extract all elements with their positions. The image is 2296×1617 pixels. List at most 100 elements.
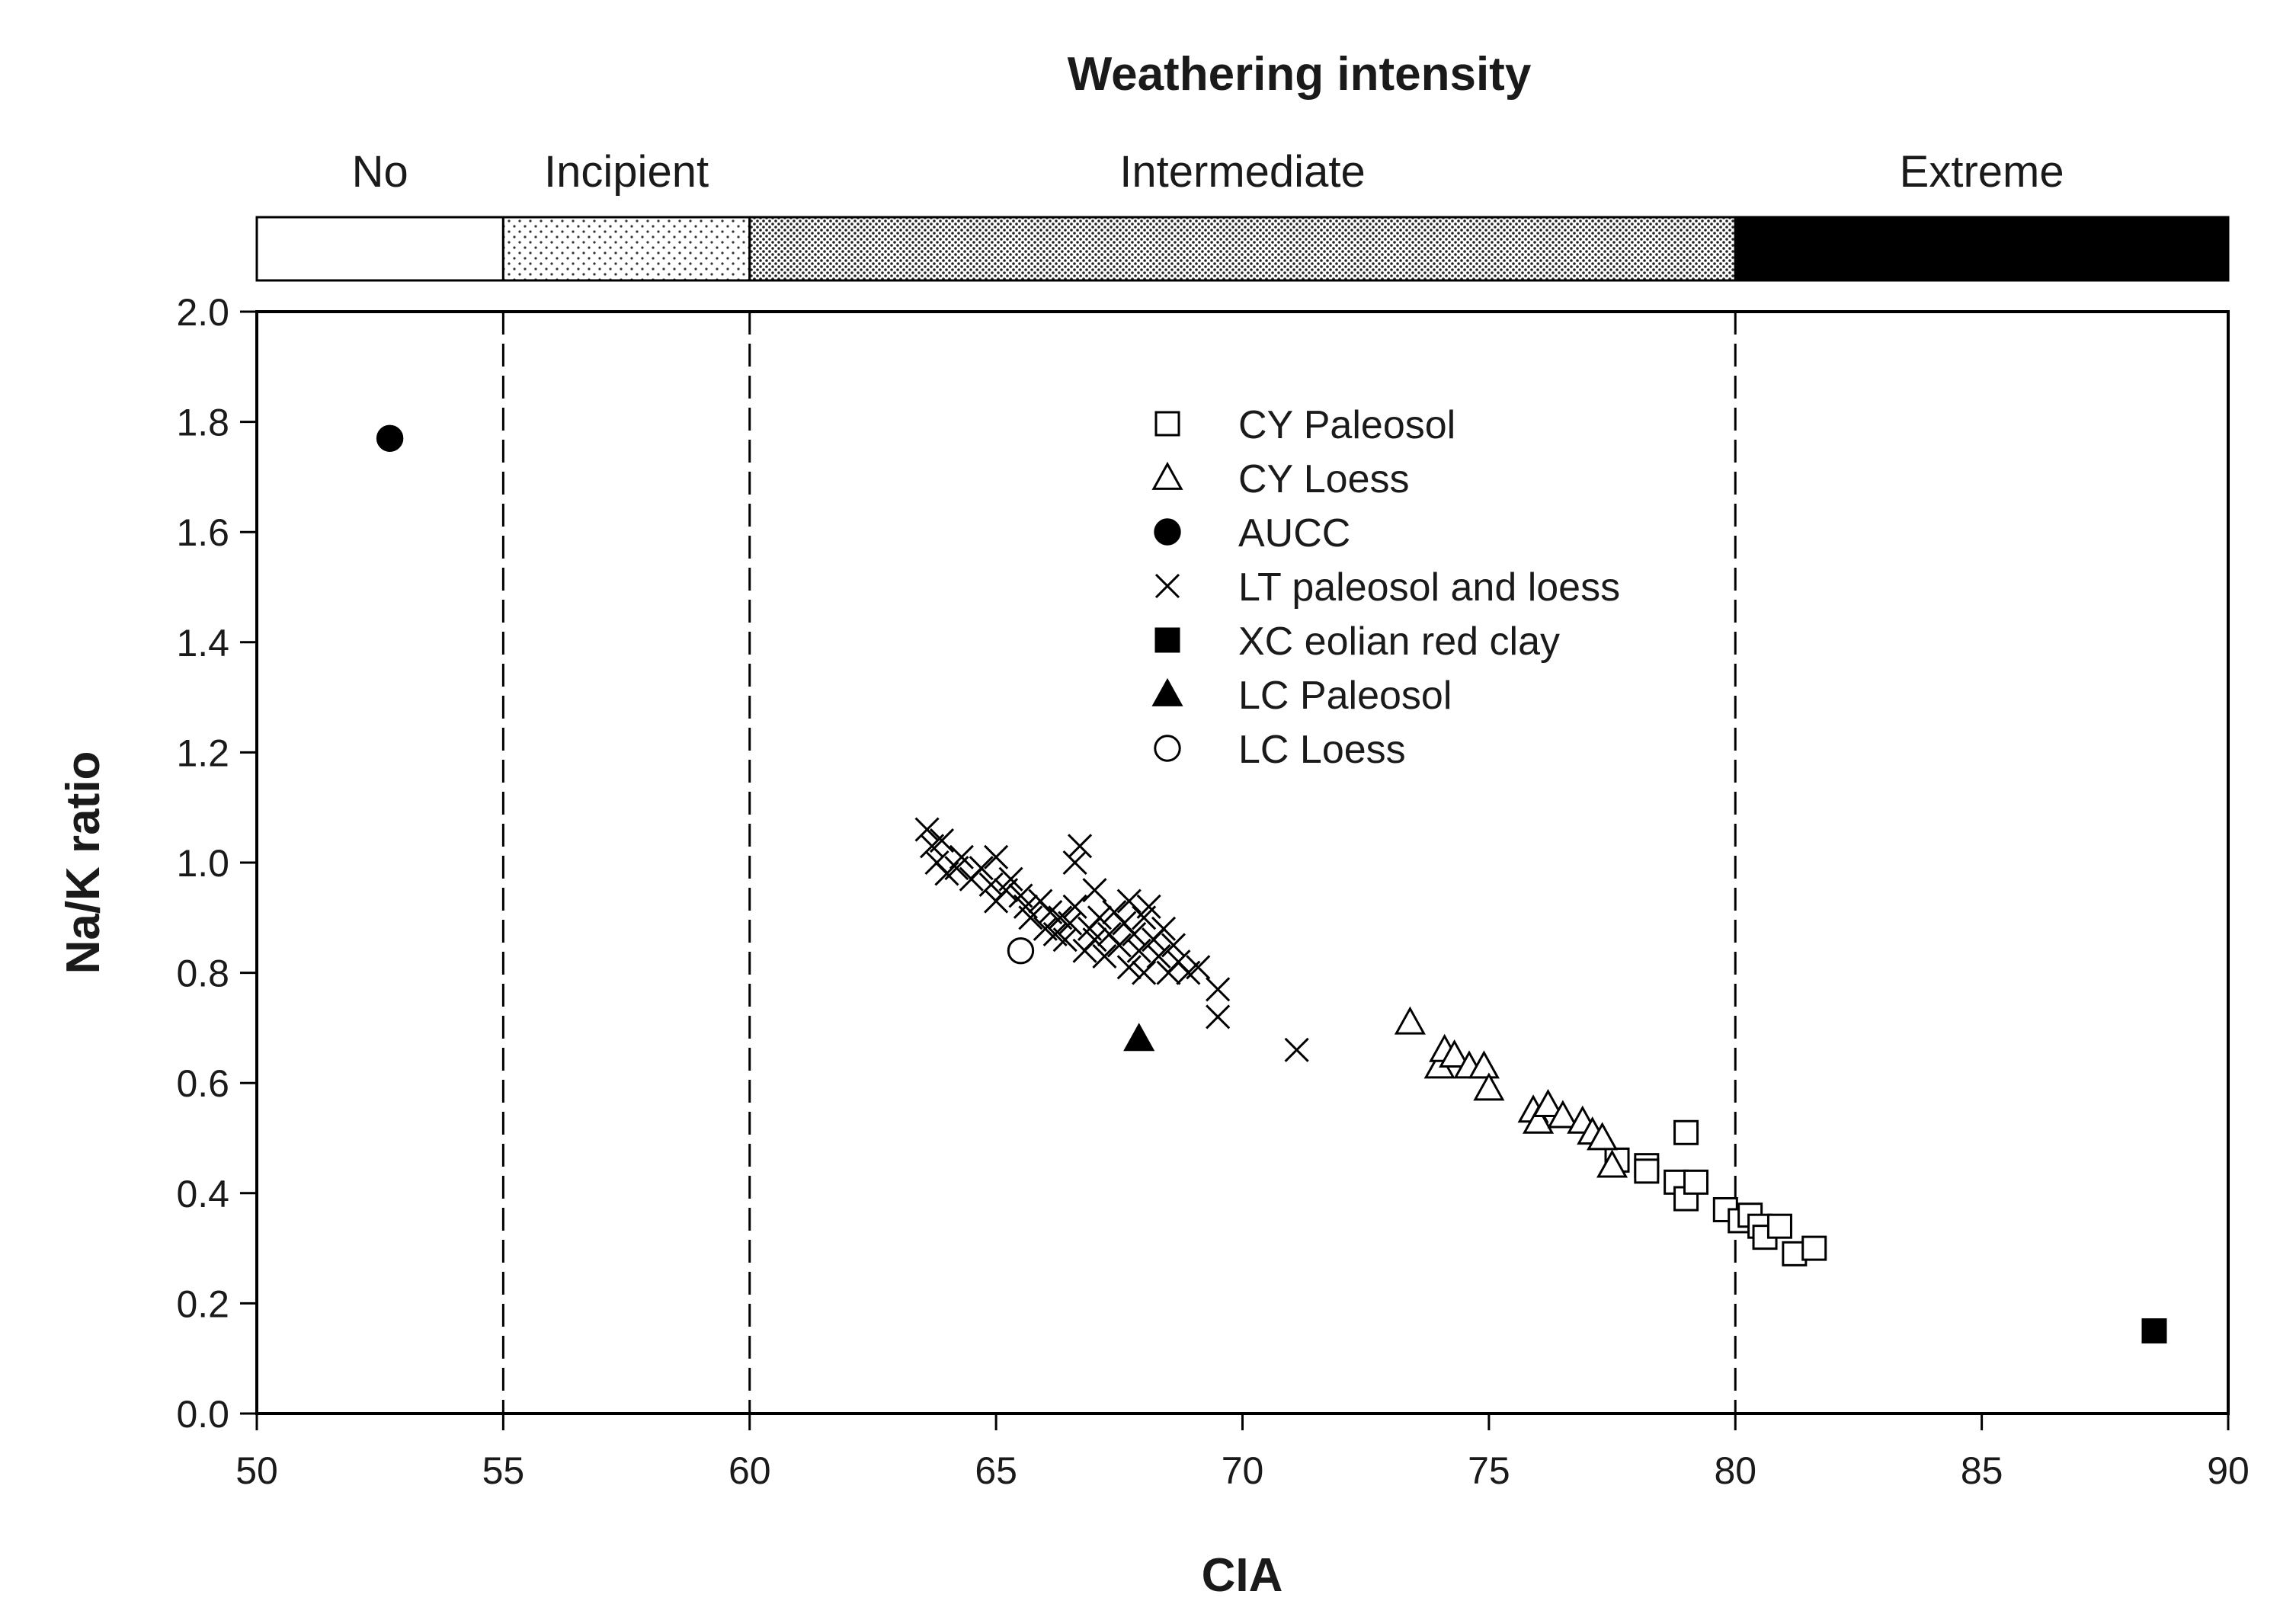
x-tick-label: 70 bbox=[1222, 1449, 1264, 1492]
x-tick-label: 75 bbox=[1468, 1449, 1510, 1492]
data-point bbox=[1018, 905, 1043, 930]
data-point bbox=[1136, 894, 1161, 919]
intensity-zone-bar: No Incipient Intermediate Extreme bbox=[255, 147, 2230, 282]
zone-extreme-label: Extreme bbox=[1900, 147, 2064, 197]
x-tick-label: 55 bbox=[482, 1449, 525, 1492]
data-point bbox=[1132, 960, 1157, 985]
data-point bbox=[1087, 905, 1113, 930]
data-point bbox=[1123, 1023, 1155, 1052]
x-tick-label: 65 bbox=[975, 1449, 1017, 1492]
legend-marker-xc-eolian-red-clay bbox=[1154, 627, 1180, 653]
x-tick-label: 85 bbox=[1961, 1449, 2003, 1492]
legend-label-aucc: AUCC bbox=[1238, 511, 1350, 556]
series-cy-paleosol bbox=[1604, 1119, 1827, 1266]
y-tick-label: 0.8 bbox=[176, 953, 229, 995]
data-point bbox=[1126, 938, 1151, 963]
y-tick-label: 1.0 bbox=[176, 842, 229, 885]
y-tick-label: 0.0 bbox=[176, 1393, 229, 1436]
legend-marker-aucc bbox=[1154, 518, 1181, 546]
data-point bbox=[1801, 1235, 1827, 1261]
data-point bbox=[1122, 921, 1147, 947]
data-point bbox=[1683, 1169, 1709, 1195]
legend-marker-lt-paleosol-and-loess bbox=[1154, 573, 1180, 599]
legend-label-xc-eolian-red-clay: XC eolian red clay bbox=[1238, 620, 1560, 664]
series-lt-paleosol-and-loess bbox=[914, 817, 1309, 1062]
data-point bbox=[1473, 1072, 1505, 1101]
series-xc-eolian-red-clay bbox=[2141, 1318, 2167, 1344]
zone-incipient-label: Incipient bbox=[544, 147, 709, 197]
x-tick-label: 50 bbox=[235, 1449, 278, 1492]
y-tick-label: 1.6 bbox=[176, 511, 229, 554]
data-point bbox=[1151, 916, 1177, 941]
data-point bbox=[1596, 1149, 1628, 1178]
data-point bbox=[1523, 1105, 1555, 1134]
x-axis-label: CIA bbox=[1202, 1549, 1283, 1602]
zone-no-band bbox=[255, 216, 504, 282]
data-point bbox=[1439, 1039, 1471, 1068]
x-axis: 50 55 60 65 70 75 80 85 90 bbox=[235, 1414, 2250, 1492]
data-point bbox=[1634, 1158, 1660, 1184]
data-point bbox=[1062, 894, 1087, 919]
series-aucc bbox=[376, 424, 404, 452]
data-point bbox=[1468, 1050, 1500, 1079]
data-point bbox=[1284, 1037, 1309, 1062]
data-point bbox=[1116, 889, 1142, 914]
data-point bbox=[984, 844, 1009, 869]
y-axis: 0.0 0.2 0.4 0.6 0.8 1.0 1.2 1.4 1.6 1.8 2.0 bbox=[176, 291, 257, 1436]
data-point bbox=[1547, 1100, 1579, 1129]
x-tick-label: 80 bbox=[1714, 1449, 1756, 1492]
data-point bbox=[1116, 955, 1142, 980]
x-tick-label: 90 bbox=[2207, 1449, 2250, 1492]
zone-no-label: No bbox=[352, 147, 408, 197]
data-point bbox=[1068, 834, 1093, 859]
data-point bbox=[1206, 1004, 1231, 1029]
y-tick-label: 2.0 bbox=[176, 291, 229, 334]
legend-label-lc-paleosol: LC Paleosol bbox=[1238, 674, 1452, 718]
y-tick-label: 0.2 bbox=[176, 1282, 229, 1325]
data-point bbox=[1161, 933, 1186, 958]
y-tick-label: 1.4 bbox=[176, 622, 229, 664]
zone-incipient-band bbox=[501, 216, 751, 282]
chart-title: Weathering intensity bbox=[1068, 48, 1532, 101]
zone-extreme-band bbox=[1734, 216, 2230, 282]
data-point bbox=[376, 424, 404, 452]
data-point bbox=[1587, 1122, 1619, 1151]
data-points bbox=[376, 424, 2167, 1344]
data-point bbox=[1206, 977, 1231, 1002]
data-point bbox=[914, 817, 940, 842]
legend-marker-lc-loess bbox=[1154, 735, 1181, 762]
series-lc-paleosol bbox=[1123, 1023, 1155, 1052]
series-cy-loess bbox=[1394, 1006, 1628, 1178]
legend-label-cy-loess: CY Loess bbox=[1238, 457, 1410, 501]
y-tick-label: 1.8 bbox=[176, 402, 229, 444]
series-lc-loess bbox=[1007, 937, 1035, 965]
y-tick-label: 0.4 bbox=[176, 1173, 229, 1215]
data-point bbox=[1766, 1213, 1792, 1239]
data-point bbox=[969, 856, 994, 881]
legend-marker-lc-paleosol bbox=[1151, 677, 1183, 706]
data-point bbox=[1394, 1006, 1426, 1035]
zone-intermediate-band bbox=[748, 216, 1737, 282]
data-point bbox=[1082, 878, 1107, 903]
x-tick-label: 60 bbox=[729, 1449, 771, 1492]
data-point bbox=[1673, 1119, 1699, 1145]
legend-marker-cy-paleosol bbox=[1154, 411, 1180, 437]
data-point bbox=[949, 844, 974, 869]
zone-intermediate-label: Intermediate bbox=[1119, 147, 1365, 197]
data-point bbox=[1092, 943, 1117, 969]
data-point bbox=[1007, 937, 1035, 965]
y-tick-label: 0.6 bbox=[176, 1062, 229, 1105]
data-point bbox=[1106, 933, 1132, 958]
data-point bbox=[1058, 911, 1083, 936]
data-point bbox=[978, 872, 1004, 897]
legend-label-cy-paleosol: CY Paleosol bbox=[1238, 403, 1455, 447]
data-point bbox=[2141, 1318, 2167, 1344]
zone-boundaries bbox=[501, 312, 1737, 1414]
data-point bbox=[1532, 1089, 1564, 1118]
legend-marker-cy-loess bbox=[1151, 461, 1183, 490]
data-point bbox=[1186, 955, 1211, 980]
data-point bbox=[1052, 927, 1078, 953]
data-point bbox=[1146, 943, 1171, 969]
legend-label-lt-paleosol-and-loess: LT paleosol and loess bbox=[1238, 565, 1620, 610]
